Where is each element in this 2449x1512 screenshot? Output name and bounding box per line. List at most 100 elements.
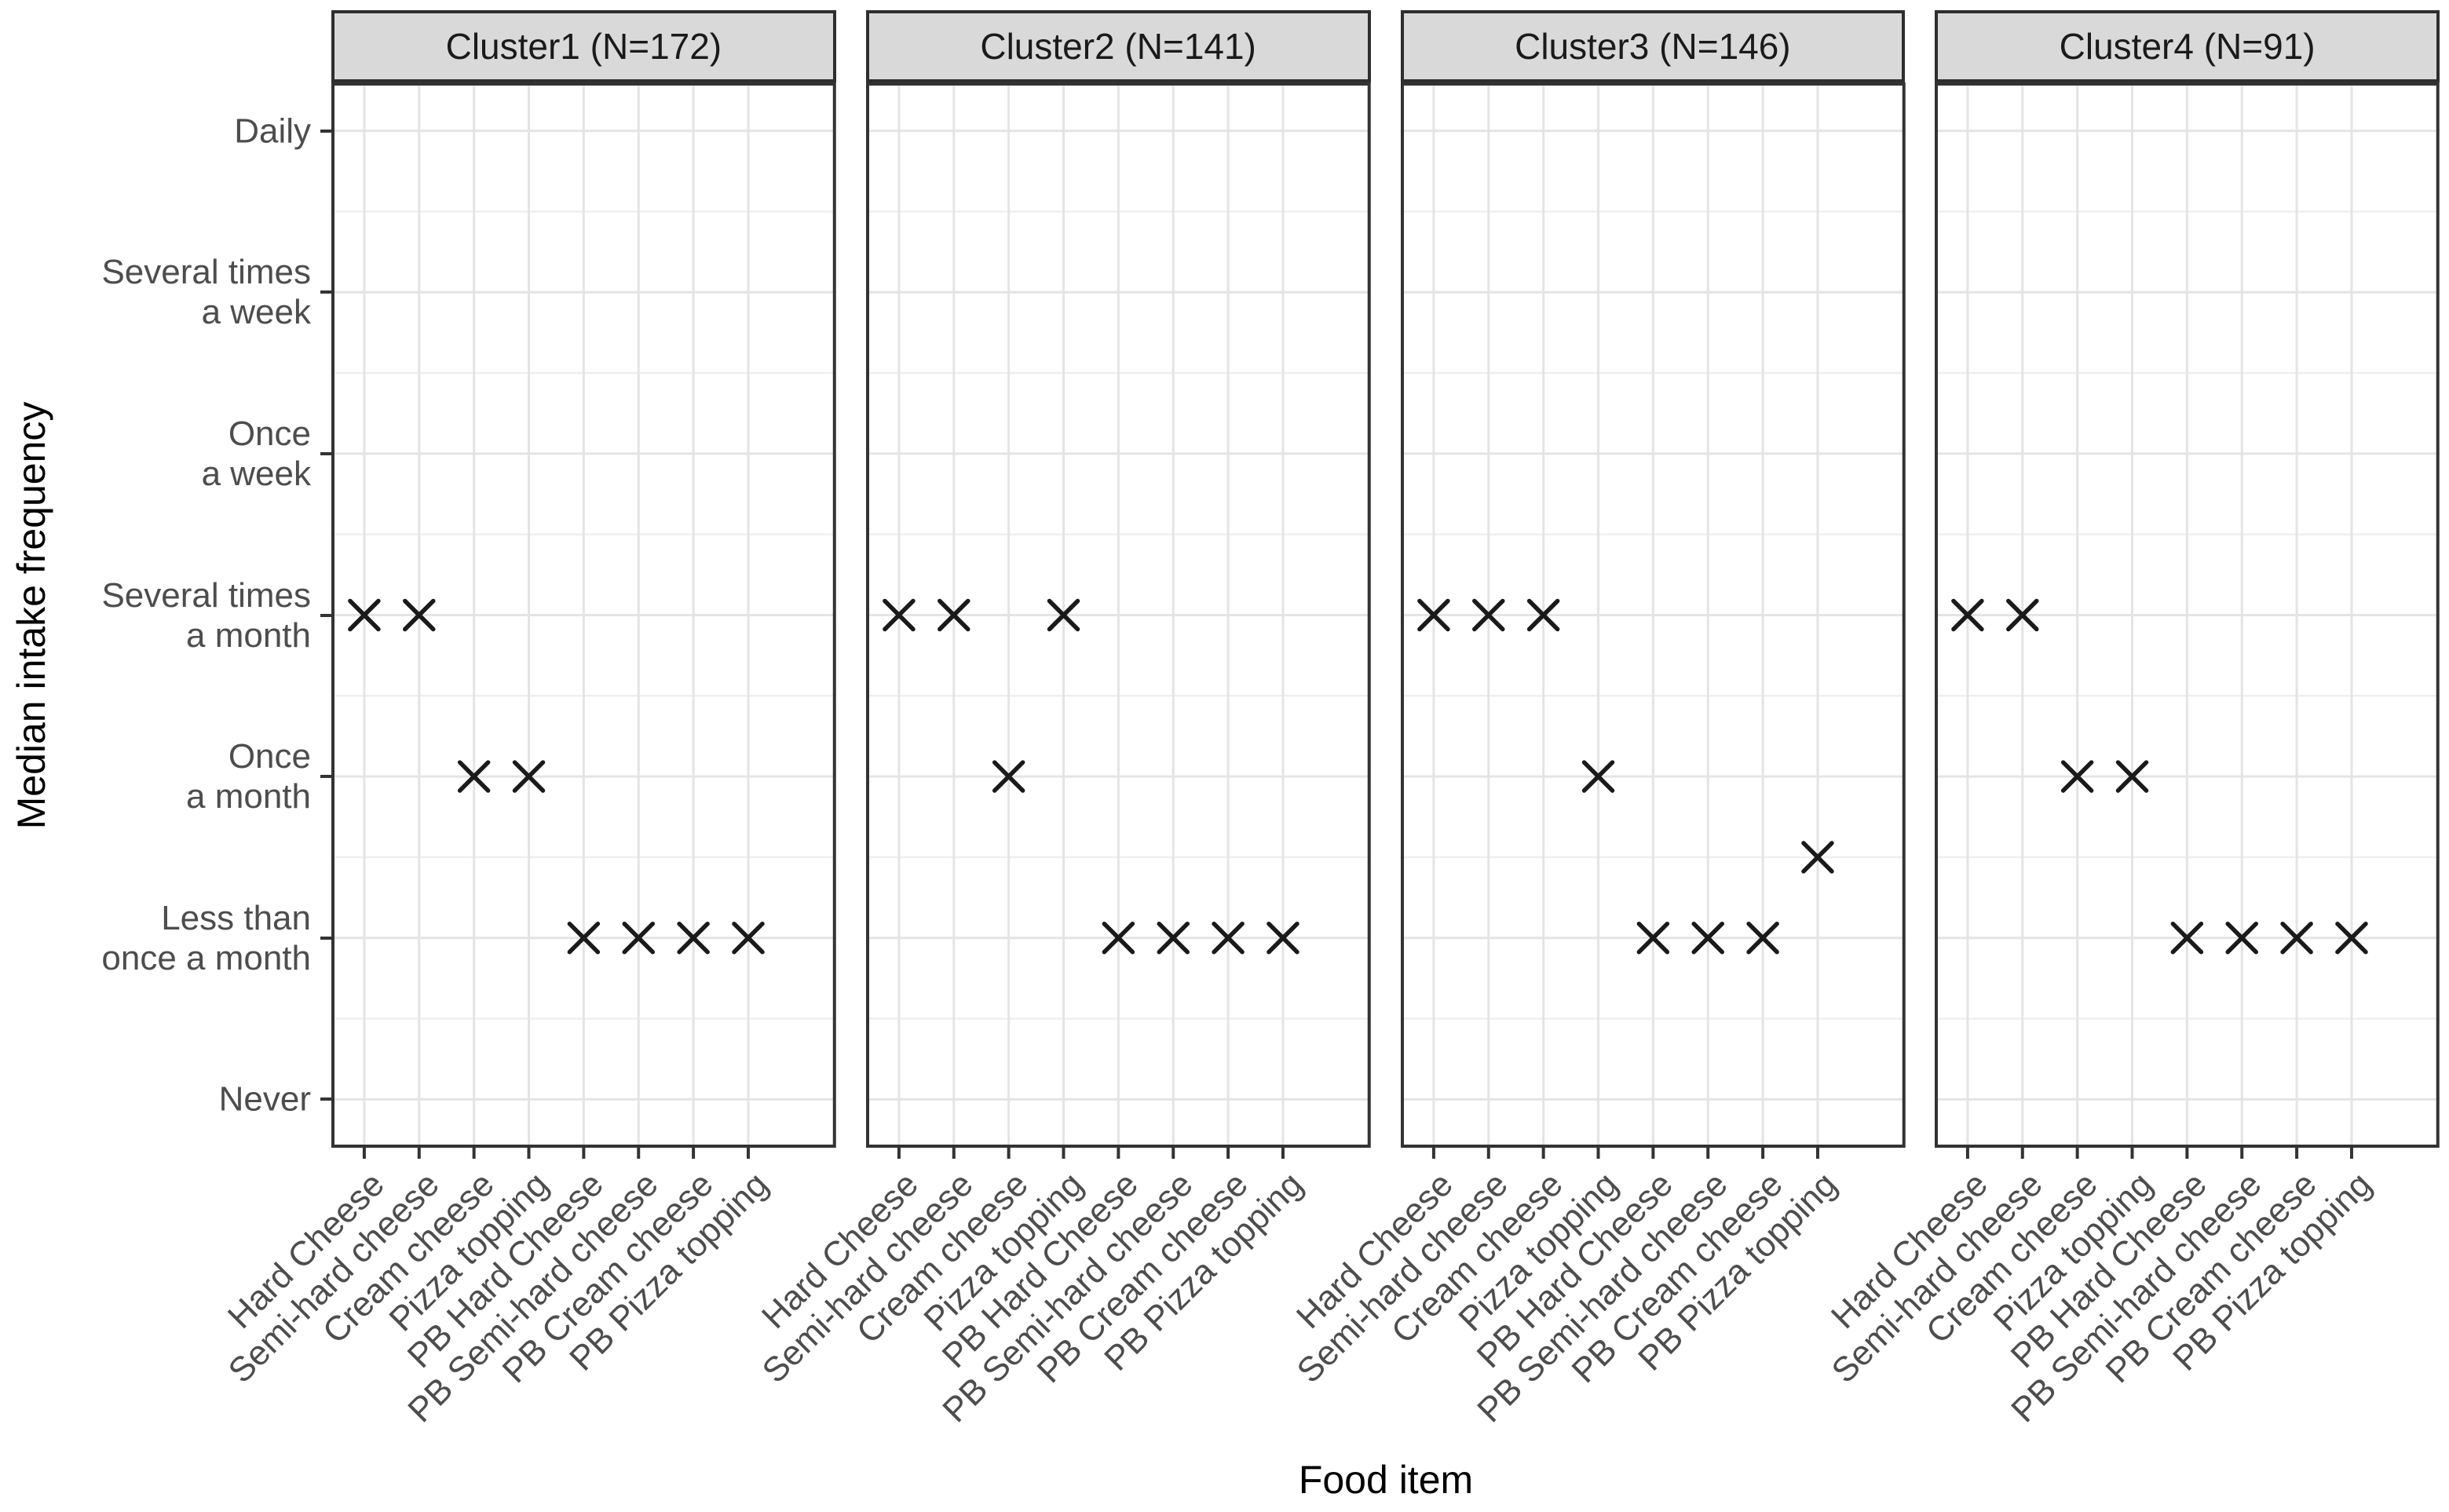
x-marker bbox=[1266, 921, 1299, 955]
x-marker-stroke bbox=[1157, 921, 1190, 955]
x-marker-stroke bbox=[1416, 598, 1450, 632]
x-marker bbox=[1581, 760, 1614, 793]
facet-panel: Cluster2 (N=141) Hard Cheese Semi-hard che… bbox=[755, 10, 1371, 1430]
facet-strip-label: Cluster3 (N=146) bbox=[1515, 26, 1791, 67]
x-marker-stroke bbox=[622, 921, 655, 955]
x-marker bbox=[1102, 921, 1135, 955]
y-tick-label: Several times a week bbox=[101, 253, 311, 332]
x-marker-stroke bbox=[2170, 921, 2204, 955]
x-axis-title: Food item bbox=[1298, 1458, 1474, 1502]
y-tick-mark bbox=[320, 129, 331, 133]
facet-panel: Cluster1 (N=172) Hard Cheese Semi-hard che… bbox=[221, 10, 836, 1430]
x-marker bbox=[1951, 598, 1984, 632]
panel-border bbox=[1935, 82, 2440, 1148]
x-marker bbox=[1212, 921, 1245, 955]
x-marker-stroke bbox=[937, 598, 970, 632]
x-marker-stroke bbox=[1212, 921, 1245, 955]
y-tick-label: Several times a month bbox=[101, 575, 311, 655]
facet-panel: Cluster4 (N=91) Hard Cheese Semi-hard chee… bbox=[1824, 10, 2440, 1430]
x-marker bbox=[2170, 921, 2204, 955]
x-marker-stroke bbox=[567, 921, 601, 955]
x-marker-stroke bbox=[992, 760, 1025, 793]
y-tick-mark bbox=[320, 1097, 331, 1101]
x-marker-stroke bbox=[1951, 598, 1984, 632]
x-marker-stroke bbox=[882, 598, 916, 632]
panel-plot bbox=[865, 82, 1371, 1159]
y-tick-label: Less than once a month bbox=[101, 898, 311, 977]
x-marker bbox=[622, 921, 655, 955]
panel-border bbox=[1400, 82, 1906, 1148]
x-marker-stroke bbox=[2006, 598, 2039, 632]
x-marker-stroke bbox=[348, 598, 381, 632]
x-marker-stroke bbox=[732, 921, 765, 955]
panel-plot bbox=[1935, 82, 2440, 1159]
y-tick-mark bbox=[320, 290, 331, 294]
x-marker-stroke bbox=[1636, 921, 1669, 955]
x-marker bbox=[937, 598, 970, 632]
y-tick-label: Once a month bbox=[186, 737, 311, 816]
x-marker bbox=[567, 921, 601, 955]
x-marker bbox=[732, 921, 765, 955]
x-marker bbox=[1157, 921, 1190, 955]
x-marker-stroke bbox=[1102, 921, 1135, 955]
facet-strip-label: Cluster1 (N=172) bbox=[445, 26, 722, 67]
x-marker-stroke bbox=[512, 760, 546, 793]
x-marker bbox=[2061, 760, 2094, 793]
x-marker-stroke bbox=[2061, 760, 2094, 793]
x-marker bbox=[2335, 921, 2368, 955]
x-marker bbox=[1745, 921, 1779, 955]
x-marker-stroke bbox=[1526, 598, 1559, 632]
x-marker-stroke bbox=[1800, 841, 1834, 874]
facet-strip: Cluster4 (N=91) bbox=[1935, 10, 2440, 82]
x-marker-stroke bbox=[457, 760, 491, 793]
facet-strip-label: Cluster4 (N=91) bbox=[2059, 26, 2316, 67]
x-marker-stroke bbox=[2116, 760, 2149, 793]
x-marker bbox=[1526, 598, 1559, 632]
x-marker bbox=[348, 598, 381, 632]
x-marker-stroke bbox=[1691, 921, 1724, 955]
x-marker bbox=[2116, 760, 2149, 793]
y-tick-mark bbox=[320, 613, 331, 617]
panel-border bbox=[331, 82, 836, 1148]
x-marker bbox=[1471, 598, 1505, 632]
facet-strip-label: Cluster2 (N=141) bbox=[980, 26, 1256, 67]
panel-plot bbox=[1400, 82, 1906, 1159]
x-marker bbox=[403, 598, 436, 632]
facet-strip: Cluster3 (N=146) bbox=[1400, 10, 1906, 82]
y-tick-label: Daily bbox=[234, 111, 311, 151]
x-marker-stroke bbox=[1581, 760, 1614, 793]
x-marker bbox=[1636, 921, 1669, 955]
x-marker bbox=[1800, 841, 1834, 874]
x-marker bbox=[1691, 921, 1724, 955]
x-marker bbox=[1047, 598, 1080, 632]
x-marker-stroke bbox=[2335, 921, 2368, 955]
x-marker-stroke bbox=[1266, 921, 1299, 955]
y-tick-mark bbox=[320, 451, 331, 455]
x-marker bbox=[2006, 598, 2039, 632]
x-marker bbox=[512, 760, 546, 793]
x-marker-stroke bbox=[2280, 921, 2314, 955]
x-marker bbox=[2280, 921, 2314, 955]
x-marker-stroke bbox=[403, 598, 436, 632]
x-marker bbox=[457, 760, 491, 793]
x-marker bbox=[882, 598, 916, 632]
y-tick-label: Once a week bbox=[201, 414, 311, 493]
x-marker bbox=[1416, 598, 1450, 632]
y-axis-tick-labels: Never Less than once a month Once a month Sev… bbox=[0, 82, 313, 1148]
facet-panel: Cluster3 (N=146) Hard Cheese Semi-hard che… bbox=[1289, 10, 1906, 1430]
panel-plot bbox=[331, 82, 836, 1159]
x-marker-stroke bbox=[2225, 921, 2259, 955]
x-marker bbox=[2225, 921, 2259, 955]
y-tick-label: Never bbox=[218, 1079, 311, 1119]
x-marker bbox=[992, 760, 1025, 793]
y-tick-mark bbox=[320, 936, 331, 940]
facet-strip: Cluster2 (N=141) bbox=[865, 10, 1371, 82]
x-marker-stroke bbox=[1471, 598, 1505, 632]
x-marker-stroke bbox=[1047, 598, 1080, 632]
x-marker bbox=[677, 921, 710, 955]
y-tick-mark bbox=[320, 775, 331, 779]
panel-border bbox=[865, 82, 1371, 1148]
facet-strip: Cluster1 (N=172) bbox=[331, 10, 836, 82]
x-marker-stroke bbox=[1745, 921, 1779, 955]
